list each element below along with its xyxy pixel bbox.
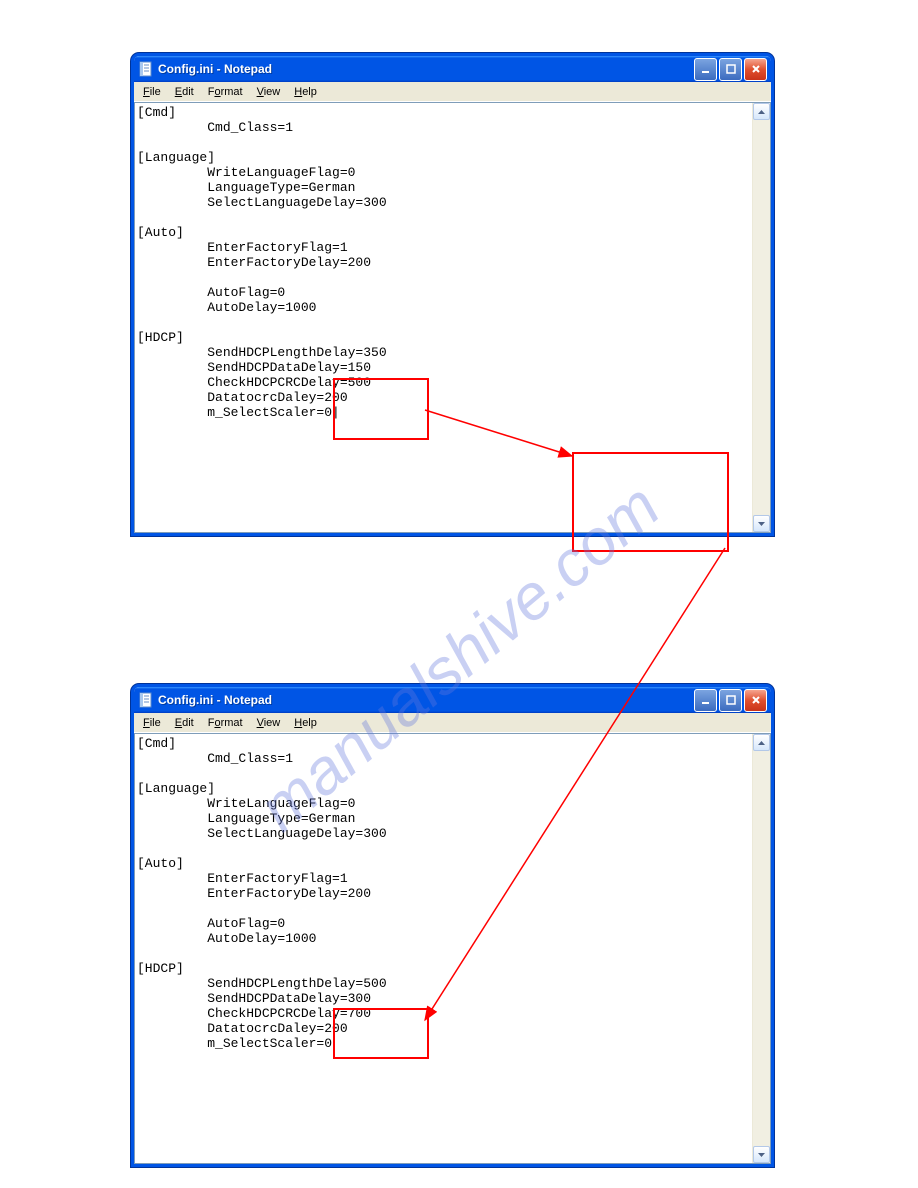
notepad-icon [138, 61, 154, 77]
window-controls [694, 58, 767, 81]
menu-help[interactable]: Help [287, 85, 324, 99]
menu-help[interactable]: Help [287, 716, 324, 730]
vertical-scrollbar[interactable] [752, 103, 770, 532]
scroll-up-icon[interactable] [753, 103, 770, 120]
close-button[interactable] [744, 689, 767, 712]
text-area-container: [Cmd] Cmd_Class=1 [Language] WriteLangua… [134, 102, 771, 533]
menu-view[interactable]: View [250, 716, 288, 730]
notepad-window-2: Config.ini - Notepad File Edit Format Vi… [131, 684, 774, 1167]
maximize-button[interactable] [719, 689, 742, 712]
menubar: File Edit Format View Help [134, 713, 771, 733]
vertical-scrollbar[interactable] [752, 734, 770, 1163]
menu-edit[interactable]: Edit [168, 85, 201, 99]
menu-format[interactable]: Format [201, 85, 250, 99]
menu-format[interactable]: Format [201, 716, 250, 730]
menu-file[interactable]: File [136, 85, 168, 99]
text-area-container: [Cmd] Cmd_Class=1 [Language] WriteLangua… [134, 733, 771, 1164]
menubar: File Edit Format View Help [134, 82, 771, 102]
notepad-window-1: Config.ini - Notepad File Edit Format Vi… [131, 53, 774, 536]
minimize-button[interactable] [694, 58, 717, 81]
text-area[interactable]: [Cmd] Cmd_Class=1 [Language] WriteLangua… [135, 734, 752, 1163]
menu-file[interactable]: File [136, 716, 168, 730]
scroll-down-icon[interactable] [753, 1146, 770, 1163]
menu-edit[interactable]: Edit [168, 716, 201, 730]
close-button[interactable] [744, 58, 767, 81]
text-area[interactable]: [Cmd] Cmd_Class=1 [Language] WriteLangua… [135, 103, 752, 532]
window-title: Config.ini - Notepad [158, 693, 694, 707]
titlebar[interactable]: Config.ini - Notepad [134, 687, 771, 713]
menu-view[interactable]: View [250, 85, 288, 99]
window-title: Config.ini - Notepad [158, 62, 694, 76]
scroll-up-icon[interactable] [753, 734, 770, 751]
titlebar[interactable]: Config.ini - Notepad [134, 56, 771, 82]
scroll-down-icon[interactable] [753, 515, 770, 532]
window-controls [694, 689, 767, 712]
notepad-icon [138, 692, 154, 708]
maximize-button[interactable] [719, 58, 742, 81]
minimize-button[interactable] [694, 689, 717, 712]
